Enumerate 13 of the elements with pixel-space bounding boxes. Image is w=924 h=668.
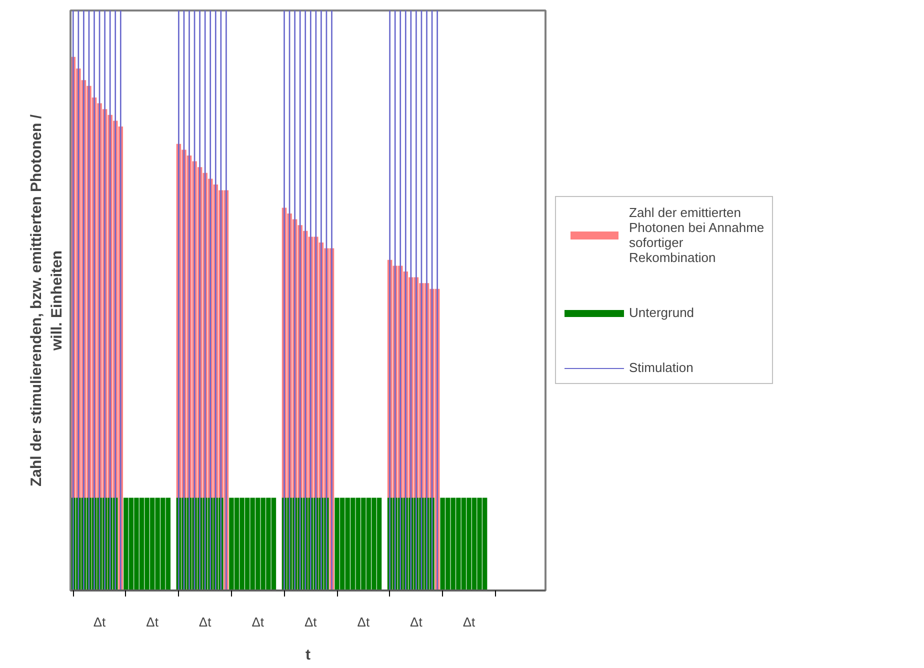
x-tick-label: Δt	[357, 614, 370, 630]
x-tick-label: Δt	[198, 614, 212, 630]
legend-label: Stimulation	[629, 360, 694, 375]
x-tick-label: Δt	[304, 614, 318, 630]
x-tick-label: Δt	[93, 614, 106, 630]
y-axis-title: Zahl der stimulierenden, bzw. emittierten Photonen / will. Einheiten	[28, 114, 66, 486]
x-tick-label: Δt	[410, 614, 423, 630]
x-axis-title: t	[306, 646, 310, 664]
legend-label: Zahl der emittierten Photonen bei Annahme sofortiger Rekombination	[629, 205, 764, 265]
x-tick-label: Δt	[462, 614, 476, 630]
x-tick-label: Δt	[146, 614, 159, 630]
x-tick-label: Δt	[252, 614, 264, 630]
legend-label: Untergrund	[629, 305, 694, 320]
